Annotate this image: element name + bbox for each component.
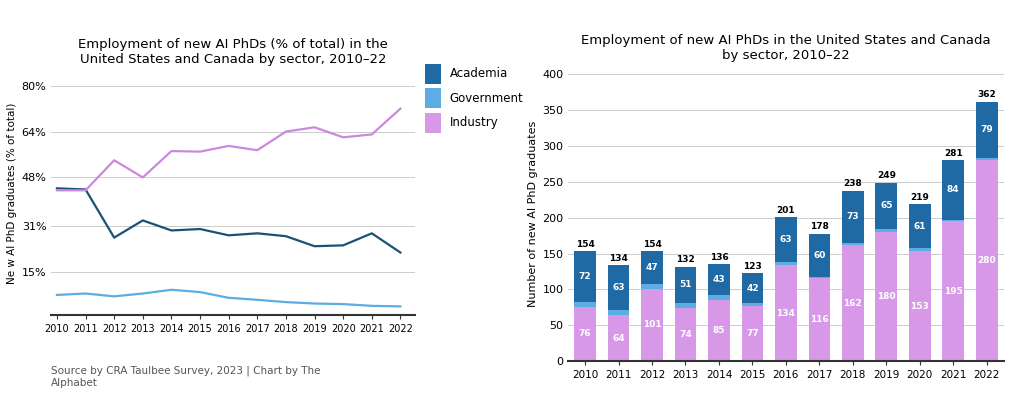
Bar xyxy=(842,191,864,243)
Bar xyxy=(641,284,663,289)
Text: 280: 280 xyxy=(978,256,996,265)
Bar xyxy=(909,204,931,248)
Text: 63: 63 xyxy=(779,235,793,244)
Text: 195: 195 xyxy=(944,287,963,296)
Bar xyxy=(607,265,630,310)
Bar xyxy=(842,243,864,245)
Text: 76: 76 xyxy=(579,329,592,339)
Bar xyxy=(607,315,630,361)
Text: 42: 42 xyxy=(746,284,759,293)
Bar xyxy=(708,264,730,294)
Text: 65: 65 xyxy=(880,202,893,210)
Text: 162: 162 xyxy=(844,299,862,307)
Bar xyxy=(809,277,830,278)
Bar xyxy=(809,234,830,277)
Bar xyxy=(842,245,864,361)
Text: 63: 63 xyxy=(612,283,625,292)
Bar xyxy=(876,183,897,229)
Bar xyxy=(876,232,897,361)
Text: 123: 123 xyxy=(743,262,762,271)
Bar xyxy=(976,102,997,158)
Text: 362: 362 xyxy=(977,90,996,100)
Text: 64: 64 xyxy=(612,334,625,343)
Text: 116: 116 xyxy=(810,315,828,324)
Bar xyxy=(942,221,965,361)
Text: 60: 60 xyxy=(813,251,825,260)
Text: 61: 61 xyxy=(913,221,926,231)
Text: Industry: Industry xyxy=(450,116,499,129)
Text: Government: Government xyxy=(450,92,523,105)
Text: 84: 84 xyxy=(947,185,959,194)
Y-axis label: Number of new AI PhD graduates: Number of new AI PhD graduates xyxy=(528,121,539,307)
Bar xyxy=(976,160,997,361)
Bar xyxy=(607,310,630,315)
Title: Employment of new AI PhDs (% of total) in the
United States and Canada by sector: Employment of new AI PhDs (% of total) i… xyxy=(78,38,388,66)
Bar xyxy=(809,278,830,361)
Bar xyxy=(775,262,797,265)
Bar xyxy=(775,265,797,361)
Text: 79: 79 xyxy=(980,126,993,134)
Bar xyxy=(574,251,596,302)
Bar xyxy=(741,273,763,303)
Bar xyxy=(976,158,997,160)
Text: Academia: Academia xyxy=(450,68,508,80)
Bar xyxy=(876,229,897,232)
Bar xyxy=(942,160,965,220)
Text: 154: 154 xyxy=(575,240,595,249)
Text: 180: 180 xyxy=(877,292,896,301)
Text: 77: 77 xyxy=(746,329,759,338)
Y-axis label: Ne w AI PhD graduates (% of total): Ne w AI PhD graduates (% of total) xyxy=(7,102,17,284)
Bar xyxy=(675,267,696,303)
Bar xyxy=(741,306,763,361)
Text: 134: 134 xyxy=(609,254,628,263)
Bar xyxy=(708,294,730,300)
Title: Employment of new AI PhDs in the United States and Canada
by sector, 2010–22: Employment of new AI PhDs in the United … xyxy=(581,34,991,62)
Bar xyxy=(574,307,596,361)
Text: 136: 136 xyxy=(710,252,728,262)
Text: Source by CRA Taulbee Survey, 2023 | Chart by The
Alphabet: Source by CRA Taulbee Survey, 2023 | Cha… xyxy=(51,365,321,388)
Bar xyxy=(574,302,596,307)
Text: 219: 219 xyxy=(910,193,929,202)
Text: 101: 101 xyxy=(643,320,662,329)
Text: 201: 201 xyxy=(776,206,796,215)
Text: 178: 178 xyxy=(810,223,828,231)
Text: 43: 43 xyxy=(713,275,725,284)
Text: 132: 132 xyxy=(676,255,695,265)
Bar xyxy=(641,251,663,284)
Bar xyxy=(741,303,763,306)
Text: 238: 238 xyxy=(844,179,862,189)
Text: 73: 73 xyxy=(847,212,859,221)
Bar xyxy=(675,303,696,308)
Text: 85: 85 xyxy=(713,326,725,335)
Text: 134: 134 xyxy=(776,309,796,318)
Text: 51: 51 xyxy=(679,280,692,289)
Bar xyxy=(675,308,696,361)
Text: 154: 154 xyxy=(643,240,662,249)
Text: 281: 281 xyxy=(944,149,963,158)
Text: 47: 47 xyxy=(646,263,658,272)
Text: 72: 72 xyxy=(579,272,592,281)
Bar xyxy=(909,248,931,252)
Bar xyxy=(909,252,931,361)
Text: 249: 249 xyxy=(877,171,896,181)
Bar xyxy=(775,217,797,262)
Bar xyxy=(641,289,663,361)
Text: 153: 153 xyxy=(910,302,929,311)
Bar xyxy=(708,300,730,361)
Text: 74: 74 xyxy=(679,330,692,339)
Bar xyxy=(942,220,965,221)
